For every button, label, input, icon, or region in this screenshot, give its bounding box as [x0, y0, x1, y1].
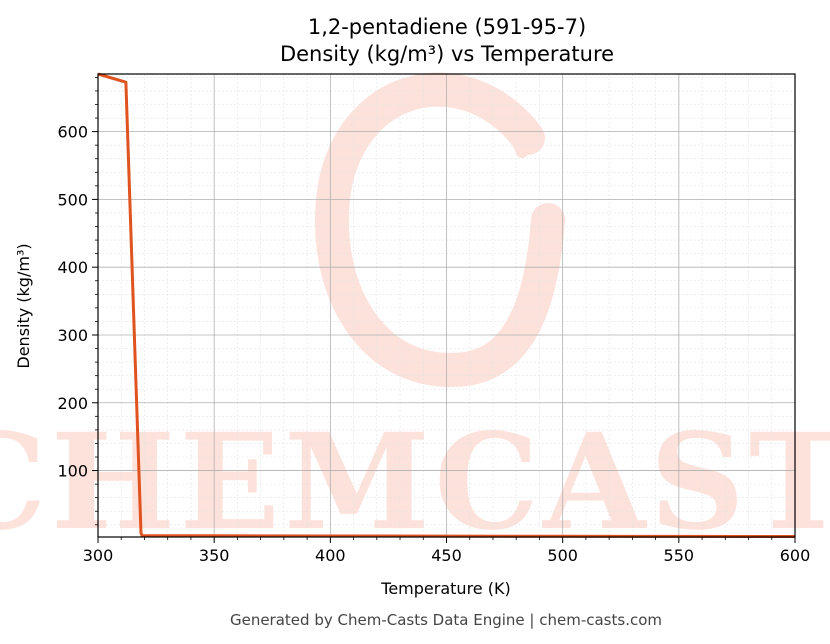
x-axis-label: Temperature (K)	[380, 579, 510, 598]
x-tick-label: 600	[780, 546, 811, 565]
chart-title: 1,2-pentadiene (591-95-7)	[308, 15, 586, 39]
x-tick-label: 300	[83, 546, 114, 565]
y-axis-ticks: 100 200 300 400 500 600	[57, 76, 98, 526]
x-tick-label: 550	[664, 546, 695, 565]
x-tick-label: 350	[199, 546, 230, 565]
footer-credit: Generated by Chem-Casts Data Engine | ch…	[230, 611, 662, 629]
y-tick-label: 400	[57, 258, 88, 277]
x-tick-label: 450	[431, 546, 462, 565]
y-axis-label: Density (kg/m³)	[14, 243, 33, 368]
y-tick-label: 500	[57, 190, 88, 209]
density-series-line	[97, 72, 796, 538]
y-tick-label: 100	[57, 462, 88, 481]
series-layer	[97, 72, 796, 538]
y-tick-label: 600	[57, 123, 88, 142]
x-tick-label: 400	[315, 546, 346, 565]
x-axis-ticks: 300 350 400 450 500 550 600	[83, 537, 811, 565]
major-grid	[97, 74, 796, 537]
x-tick-label: 500	[547, 546, 578, 565]
chart-subtitle: Density (kg/m³) vs Temperature	[280, 42, 614, 66]
y-tick-label: 200	[57, 394, 88, 413]
watermark-logo-swirl	[314, 72, 565, 388]
y-tick-label: 300	[57, 326, 88, 345]
